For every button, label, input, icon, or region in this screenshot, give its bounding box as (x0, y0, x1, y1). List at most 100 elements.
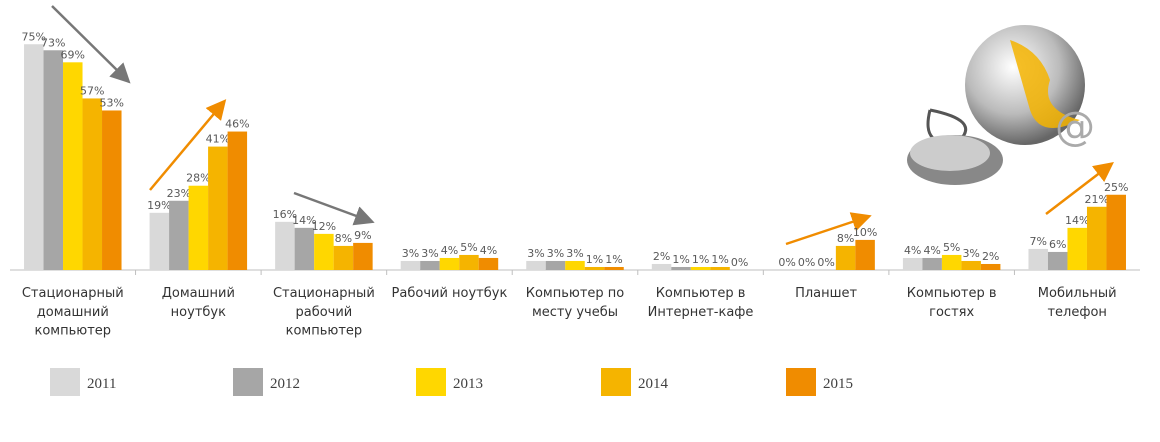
legend-swatch (786, 368, 816, 396)
legend-swatch (601, 368, 631, 396)
bar (980, 263, 1001, 270)
bar (43, 50, 64, 270)
data-label: 3% (962, 247, 979, 260)
legend-swatch (50, 368, 80, 396)
data-label: 2% (653, 250, 670, 263)
bar (82, 98, 103, 271)
data-label: 4% (441, 244, 458, 257)
bar (835, 245, 856, 270)
legend-swatch (416, 368, 446, 396)
x-tick-label: Планшет (795, 286, 857, 301)
data-label: 3% (566, 247, 583, 260)
data-label: 3% (402, 247, 419, 260)
bar (902, 257, 923, 270)
x-tick-label: Стационарный рабочий компьютер (273, 286, 375, 339)
data-label: 1% (672, 253, 689, 266)
x-tick-label: Компьютер по месту учебы (526, 286, 625, 320)
data-label: 7% (1029, 235, 1046, 248)
data-label: 3% (421, 247, 438, 260)
bar (102, 110, 122, 270)
data-label: 1% (586, 253, 603, 266)
data-label: 4% (904, 244, 921, 257)
bar (459, 254, 479, 270)
bar (651, 263, 672, 270)
bar (24, 44, 44, 270)
bar (545, 260, 566, 270)
bar (1047, 251, 1068, 270)
x-tick-label: Рабочий ноутбук (392, 286, 508, 301)
x-tick-label: Компьютер в Интернет-кафе (648, 286, 754, 320)
data-label: 19% (147, 199, 171, 212)
bar (1106, 194, 1126, 270)
data-label: 2% (982, 250, 999, 263)
bar (1067, 227, 1087, 270)
data-label: 1% (605, 253, 622, 266)
x-tick-label: Стационарный домашний компьютер (22, 286, 124, 339)
data-label: 0% (778, 256, 795, 269)
bar (420, 260, 440, 270)
data-label: 1% (711, 253, 728, 266)
data-label: 3% (547, 247, 564, 260)
bar (922, 257, 942, 270)
bar (604, 266, 624, 270)
data-label: 14% (292, 214, 316, 227)
data-label: 23% (167, 187, 191, 200)
bar (333, 245, 354, 270)
data-label: 5% (943, 241, 960, 254)
x-tick-label: Компьютер в гостях (907, 286, 997, 320)
data-label: 8% (335, 232, 352, 245)
data-label: 28% (186, 172, 210, 185)
data-label: 21% (1084, 193, 1108, 206)
data-label: 73% (41, 36, 65, 49)
bar (208, 146, 228, 270)
bar (227, 131, 248, 270)
data-label: 6% (1049, 238, 1066, 251)
data-label: 12% (312, 220, 336, 233)
bar (941, 254, 962, 270)
bar (584, 266, 605, 270)
data-label: 75% (22, 30, 46, 43)
x-tick-label: Домашний ноутбук (162, 286, 235, 320)
bar (565, 260, 585, 270)
data-label: 25% (1104, 181, 1128, 194)
data-label: 16% (273, 208, 297, 221)
data-label: 14% (1065, 214, 1089, 227)
bar (1028, 248, 1048, 270)
globe-illustration: @ (907, 25, 1095, 185)
legend-label: 2015 (823, 376, 853, 392)
bar (169, 200, 189, 270)
legend-label: 2011 (87, 376, 116, 392)
legend-label: 2013 (453, 376, 483, 392)
bar (275, 221, 295, 270)
bar (855, 239, 875, 270)
data-label: 57% (80, 84, 104, 97)
data-label: 53% (100, 96, 124, 109)
legend-swatch (233, 368, 263, 396)
data-label: 46% (225, 118, 249, 131)
svg-text:@: @ (1055, 104, 1095, 150)
data-label: 3% (527, 247, 544, 260)
bar (353, 242, 373, 270)
bar (1086, 206, 1107, 270)
data-label: 41% (206, 133, 230, 146)
data-label: 4% (923, 244, 940, 257)
bar (526, 260, 546, 270)
bar (314, 233, 334, 270)
bar (400, 260, 421, 270)
legend-label: 2014 (638, 376, 669, 392)
data-label: 4% (480, 244, 497, 257)
bar (478, 257, 499, 270)
data-label: 10% (853, 226, 877, 239)
data-label: 0% (731, 256, 748, 269)
data-label: 1% (692, 253, 709, 266)
bar (439, 257, 460, 270)
bar (294, 227, 315, 270)
bar (149, 212, 170, 270)
data-label: 0% (798, 256, 815, 269)
data-label: 0% (817, 256, 834, 269)
bar (710, 266, 730, 270)
bar (63, 62, 83, 271)
data-label: 8% (837, 232, 854, 245)
bar (671, 266, 691, 270)
